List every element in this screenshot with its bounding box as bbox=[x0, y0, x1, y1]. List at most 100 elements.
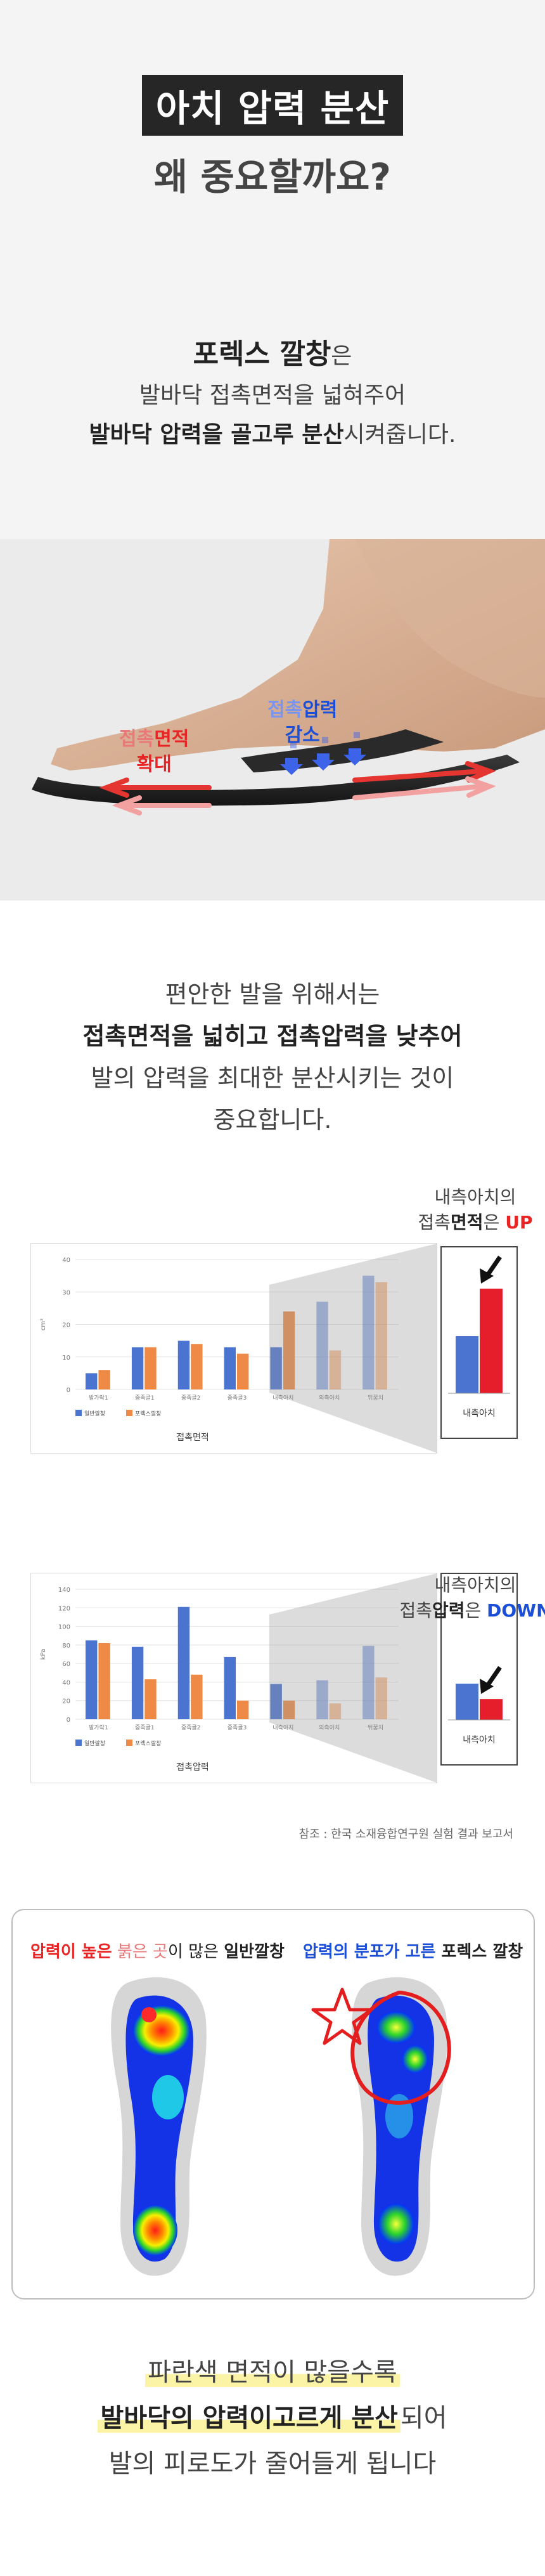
x-tick-label: 중족골2 bbox=[181, 1724, 201, 1731]
bar-일반깔창-내측아치 bbox=[270, 1684, 282, 1719]
bar-포렉스깔창-중족골1 bbox=[144, 1679, 157, 1719]
y-axis-label: cm² bbox=[40, 1318, 47, 1330]
heatmap-title-left: 압력이 높은 붉은 곳이 많은 일반깔창 bbox=[30, 1942, 285, 1961]
y-tick-label: 10 bbox=[62, 1355, 70, 1362]
y-tick-label: 40 bbox=[62, 1257, 70, 1264]
importance-line1: 편안한 발을 위해서는 bbox=[165, 980, 380, 1008]
x-tick-label: 외측아치 bbox=[319, 1394, 340, 1402]
y-tick-label: 20 bbox=[62, 1698, 70, 1705]
arrow-head-icon bbox=[480, 1679, 494, 1695]
bar-포렉스깔창-내측아치 bbox=[283, 1700, 295, 1719]
bar-일반깔창-발가락1 bbox=[86, 1640, 98, 1719]
y-tick-label: 30 bbox=[62, 1289, 70, 1296]
foot-insole-photo: 접촉면적 확대 접촉압력 감소 bbox=[0, 539, 545, 901]
bar-일반깔창-중족골1 bbox=[131, 1646, 144, 1719]
contact-area-callout: 내측아치의 접촉면적은 UP bbox=[418, 1187, 533, 1233]
bar-포렉스깔창-발가락1 bbox=[98, 1370, 110, 1389]
intro-line2: 발바닥 접촉면적을 넓혀주어 bbox=[139, 382, 406, 408]
x-axis-label: 접촉면적 bbox=[176, 1433, 209, 1443]
bar-포렉스깔창-뒤꿈치 bbox=[375, 1282, 387, 1389]
source-note: 참조 : 한국 소재융합연구원 실험 결과 보고서 bbox=[298, 1828, 513, 1841]
x-tick-label: 내측아치 bbox=[272, 1724, 293, 1731]
intro-line3-rest: 시켜줍니다. bbox=[343, 422, 456, 448]
intro-line3-bold: 발바닥 압력을 골고루 분산 bbox=[89, 422, 344, 448]
legend-label: 포렉스깔창 bbox=[135, 1410, 161, 1417]
zoom-label: 내측아치 bbox=[463, 1735, 496, 1745]
zoom-projection bbox=[269, 1244, 437, 1453]
legend-label: 포렉스깔창 bbox=[135, 1740, 161, 1747]
pressure-arrows bbox=[280, 748, 366, 775]
bar-포렉스깔창-중족골3 bbox=[237, 1353, 249, 1389]
forex-insole-heatmap bbox=[352, 1977, 447, 2276]
x-tick-label: 중족골1 bbox=[135, 1724, 155, 1731]
bar-일반깔창-뒤꿈치 bbox=[362, 1646, 375, 1719]
zoom-bar bbox=[480, 1289, 503, 1393]
intro-section: 포렉스 깔창은 발바닥 접촉면적을 넓혀주어 발바닥 압력을 골고루 분산시켜줍… bbox=[0, 266, 545, 539]
contact-pressure-chart-svg: 0 20 40 60 80 100 120 140 kPa 발가락1 중족골1 중족골2 중족골3 내측아… bbox=[40, 1573, 437, 1783]
bar-포렉스깔창-중족골2 bbox=[191, 1674, 203, 1719]
conclusion-line3: 발의 피로도가 줄어들게 됩니다 bbox=[108, 2449, 437, 2478]
bar-포렉스깔창-중족골1 bbox=[144, 1347, 157, 1389]
y-tick-label: 40 bbox=[62, 1679, 70, 1686]
bar-일반깔창-중족골3 bbox=[224, 1656, 236, 1719]
headline-line2: 왜 중요할까요? bbox=[154, 155, 391, 198]
y-tick-label: 0 bbox=[67, 1387, 70, 1394]
x-tick-label: 중족골3 bbox=[228, 1395, 247, 1402]
bar-포렉스깔창-중족골3 bbox=[237, 1700, 249, 1719]
importance-line2: 접촉면적을 넓히고 접촉압력을 낮추어 bbox=[82, 1022, 463, 1050]
conclusion-section: 파란색 면적이 많을수록 발바닥의 압력이고르게 분산 되어 발의 피로도가 줄어… bbox=[0, 2302, 545, 2576]
bar-일반깔창-발가락1 bbox=[86, 1373, 98, 1389]
header-section: 아치 압력 분산 왜 중요할까요? bbox=[0, 0, 545, 266]
conclusion-line2: 발바닥의 압력이고르게 분산 되어 bbox=[0, 2395, 545, 2441]
bar-일반깔창-중족골3 bbox=[224, 1347, 236, 1389]
y-tick-label: 100 bbox=[58, 1624, 70, 1631]
contact-pressure-callout: 내측아치의 접촉압력은 DOWN bbox=[399, 1575, 545, 1621]
bar-일반깔창-외측아치 bbox=[316, 1301, 328, 1389]
intro-line1: 포렉스 깔창은 bbox=[0, 335, 545, 376]
x-tick-label: 외측아치 bbox=[319, 1724, 340, 1731]
importance-line3: 발의 압력을 최대한 분산시키는 것이 bbox=[91, 1064, 454, 1092]
x-tick-label: 중족골2 bbox=[181, 1395, 201, 1402]
zoom-bar bbox=[480, 1699, 503, 1720]
bar-포렉스깔창-중족골2 bbox=[191, 1344, 203, 1389]
zoom-projection bbox=[269, 1573, 437, 1783]
headline-line1: 아치 압력 분산 bbox=[141, 75, 404, 136]
zoom-bar bbox=[456, 1336, 478, 1393]
x-axis-label: 접촉압력 bbox=[176, 1762, 209, 1773]
y-tick-label: 80 bbox=[62, 1643, 70, 1649]
y-axis-label: kPa bbox=[40, 1649, 47, 1660]
regular-insole-heatmap bbox=[111, 1977, 207, 2276]
foot-illustration bbox=[32, 539, 545, 816]
insole-shape bbox=[32, 755, 520, 806]
y-tick-label: 0 bbox=[67, 1717, 70, 1724]
y-tick-label: 140 bbox=[58, 1587, 70, 1594]
zoom-label: 내측아치 bbox=[463, 1408, 496, 1419]
bar-일반깔창-중족골2 bbox=[177, 1341, 190, 1389]
contact-area-zoom-box: 내측아치 bbox=[440, 1246, 518, 1439]
x-tick-label: 뒤꿈치 bbox=[368, 1724, 383, 1731]
area-label: 접촉면적 확대 bbox=[119, 728, 189, 776]
intro-line3: 발바닥 압력을 골고루 분산시켜줍니다. bbox=[0, 415, 545, 455]
importance-line4: 중요합니다. bbox=[213, 1106, 332, 1134]
x-tick-label: 발가락1 bbox=[89, 1724, 108, 1731]
x-tick-label: 중족골3 bbox=[228, 1724, 247, 1731]
pressure-label: 접촉압력 감소 bbox=[267, 699, 338, 746]
zoom-bar bbox=[456, 1683, 478, 1720]
legend-label: 일반깔창 bbox=[84, 1410, 105, 1417]
y-tick-label: 120 bbox=[58, 1605, 70, 1612]
legend-swatch bbox=[126, 1740, 132, 1746]
bar-일반깔창-내측아치 bbox=[270, 1347, 282, 1389]
bar-포렉스깔창-뒤꿈치 bbox=[375, 1677, 387, 1719]
area-arrows bbox=[99, 761, 496, 816]
legend-swatch bbox=[75, 1410, 82, 1416]
pressure-heatmap-card: 압력이 높은 붉은 곳이 많은 일반깔창 압력의 분포가 고른 포렉스 깔창 bbox=[11, 1909, 535, 2300]
bar-일반깔창-뒤꿈치 bbox=[362, 1275, 375, 1389]
contact-area-chart-svg: 0 10 20 30 40 cm² 발가락1 중족골1 중족골2 중족골3 내측아치 외측아치 뒤꿈치일… bbox=[40, 1244, 437, 1453]
star-icon bbox=[311, 1987, 373, 2045]
x-tick-label: 중족골1 bbox=[135, 1395, 155, 1402]
bar-포렉스깔창-발가락1 bbox=[98, 1643, 110, 1719]
x-tick-label: 뒤꿈치 bbox=[368, 1394, 383, 1402]
arrow-head-icon bbox=[480, 1268, 494, 1284]
bar-포렉스깔창-외측아치 bbox=[329, 1703, 342, 1719]
brand-suffix: 은 bbox=[331, 343, 352, 369]
